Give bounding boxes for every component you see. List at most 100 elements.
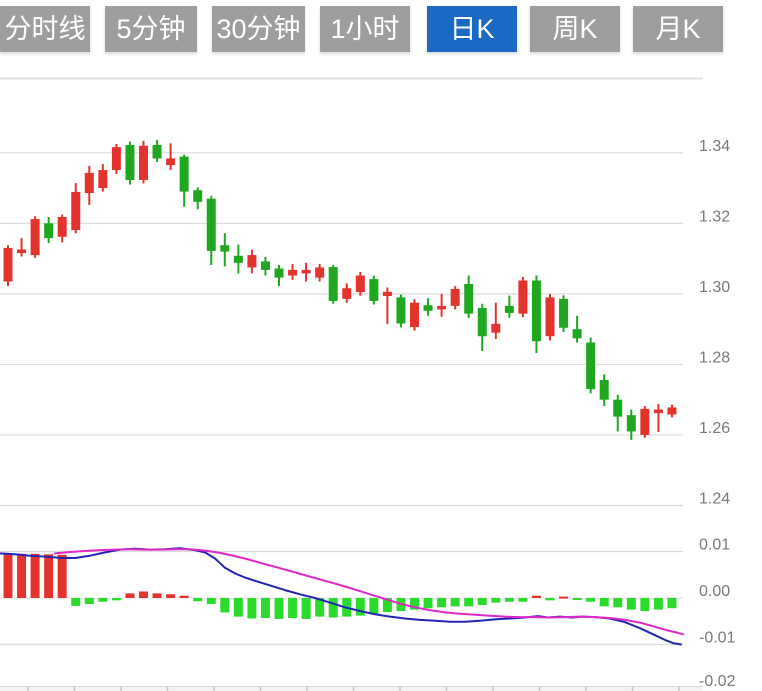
candle-body <box>640 408 650 435</box>
macd-histogram-bar <box>71 598 81 606</box>
candle-body <box>3 248 13 282</box>
candle-body <box>477 307 487 337</box>
macd-histogram-bar <box>98 598 108 602</box>
candle-body <box>274 268 284 278</box>
macd-histogram-bar <box>166 594 176 598</box>
candle-body <box>84 172 94 194</box>
candle-body <box>220 245 230 252</box>
candle-body <box>125 145 135 180</box>
candle-body <box>247 255 257 268</box>
macd-histogram-bar <box>599 598 609 607</box>
candle-body <box>599 379 609 400</box>
macd-axis-label: 0.00 <box>699 583 730 600</box>
macd-histogram-bar <box>518 598 528 602</box>
candle-body <box>111 147 121 171</box>
macd-histogram-bar <box>206 598 216 605</box>
macd-histogram-bar <box>491 598 501 603</box>
candle-body <box>586 342 596 390</box>
candle-body <box>260 261 270 270</box>
macd-axis-label: 0.01 <box>699 537 730 554</box>
candle-body <box>613 399 623 417</box>
price-axis-label: 1.30 <box>699 279 730 296</box>
macd-histogram-bar <box>301 598 311 619</box>
macd-histogram-bar <box>653 598 663 610</box>
price-axis-label: 1.24 <box>699 491 730 508</box>
candle-body <box>450 288 460 306</box>
macd-histogram-bar <box>559 596 569 599</box>
macd-histogram-bar <box>328 598 338 618</box>
macd-histogram-bar <box>274 598 284 619</box>
price-axis-label: 1.32 <box>699 209 730 226</box>
tab-monthly-k[interactable]: 月K <box>633 6 723 52</box>
macd-dif-line <box>0 547 682 646</box>
tab-1hour[interactable]: 1小时 <box>320 6 410 52</box>
macd-histogram-bar <box>369 598 379 615</box>
macd-dea-line <box>54 548 684 636</box>
macd-histogram-bar <box>3 553 13 598</box>
candle-body <box>437 305 447 310</box>
candle-body <box>410 302 419 328</box>
macd-histogram-bar <box>531 595 541 598</box>
time-axis-band <box>0 687 703 691</box>
candle-body <box>653 409 663 414</box>
macd-histogram-bar <box>44 554 54 598</box>
macd-axis-label: -0.02 <box>699 673 736 690</box>
tab-daily-k[interactable]: 日K <box>427 6 517 52</box>
candle-body <box>531 280 541 342</box>
candle-body <box>44 223 54 239</box>
macd-histogram-bar <box>139 591 148 598</box>
macd-histogram-bar <box>355 598 365 616</box>
candle-body <box>315 267 325 278</box>
candle-body <box>518 280 528 314</box>
macd-histogram-bar <box>193 598 203 602</box>
macd-histogram-bar <box>260 598 270 618</box>
macd-histogram-bar <box>586 598 596 602</box>
macd-histogram-bar <box>640 598 650 612</box>
price-axis-label: 1.28 <box>699 350 730 367</box>
macd-histogram-bar <box>545 598 555 601</box>
timeframe-tabbar: 分时线 5分钟 30分钟 1小时 日K 周K 月K <box>0 0 762 60</box>
macd-histogram-bar <box>233 598 243 617</box>
macd-histogram-bar <box>152 593 162 598</box>
macd-histogram-bar <box>410 598 419 610</box>
candle-body <box>572 329 582 339</box>
candle-body <box>152 145 162 159</box>
macd-histogram-bar <box>30 553 40 598</box>
macd-histogram-bar <box>464 598 474 607</box>
candle-body <box>166 158 176 166</box>
candle-body <box>193 190 203 202</box>
macd-histogram-bar <box>382 598 392 612</box>
tab-5min[interactable]: 5分钟 <box>105 6 197 52</box>
candle-body <box>139 145 148 180</box>
macd-histogram-bar <box>57 554 67 598</box>
candle-body <box>559 298 569 328</box>
candle-body <box>98 170 108 189</box>
macd-histogram-bar <box>423 598 433 609</box>
macd-histogram-bar <box>626 598 636 610</box>
candle-body <box>423 305 433 311</box>
candle-body <box>342 288 352 299</box>
candle-body <box>369 279 379 301</box>
candle-body <box>206 198 216 251</box>
candle-body <box>233 255 243 263</box>
macd-histogram-bar <box>17 553 27 598</box>
macd-histogram-bar <box>477 598 487 605</box>
macd-histogram-bar <box>247 598 257 619</box>
macd-histogram-bar <box>613 598 623 608</box>
candle-body <box>504 305 514 313</box>
macd-axis-label: -0.01 <box>699 630 736 647</box>
candle-body <box>17 249 27 253</box>
candle-body <box>30 219 40 256</box>
macd-histogram-bar <box>572 598 582 600</box>
candle-body <box>288 269 298 276</box>
candle-body <box>57 216 67 237</box>
macd-histogram-bar <box>84 598 94 605</box>
macd-histogram-bar <box>504 598 514 602</box>
tab-weekly-k[interactable]: 周K <box>530 6 620 52</box>
tab-30min[interactable]: 30分钟 <box>212 6 305 52</box>
macd-histogram-bar <box>179 595 189 598</box>
macd-histogram-bar <box>315 598 325 617</box>
tab-time-line[interactable]: 分时线 <box>0 6 90 52</box>
price-axis-label: 1.34 <box>699 138 730 155</box>
